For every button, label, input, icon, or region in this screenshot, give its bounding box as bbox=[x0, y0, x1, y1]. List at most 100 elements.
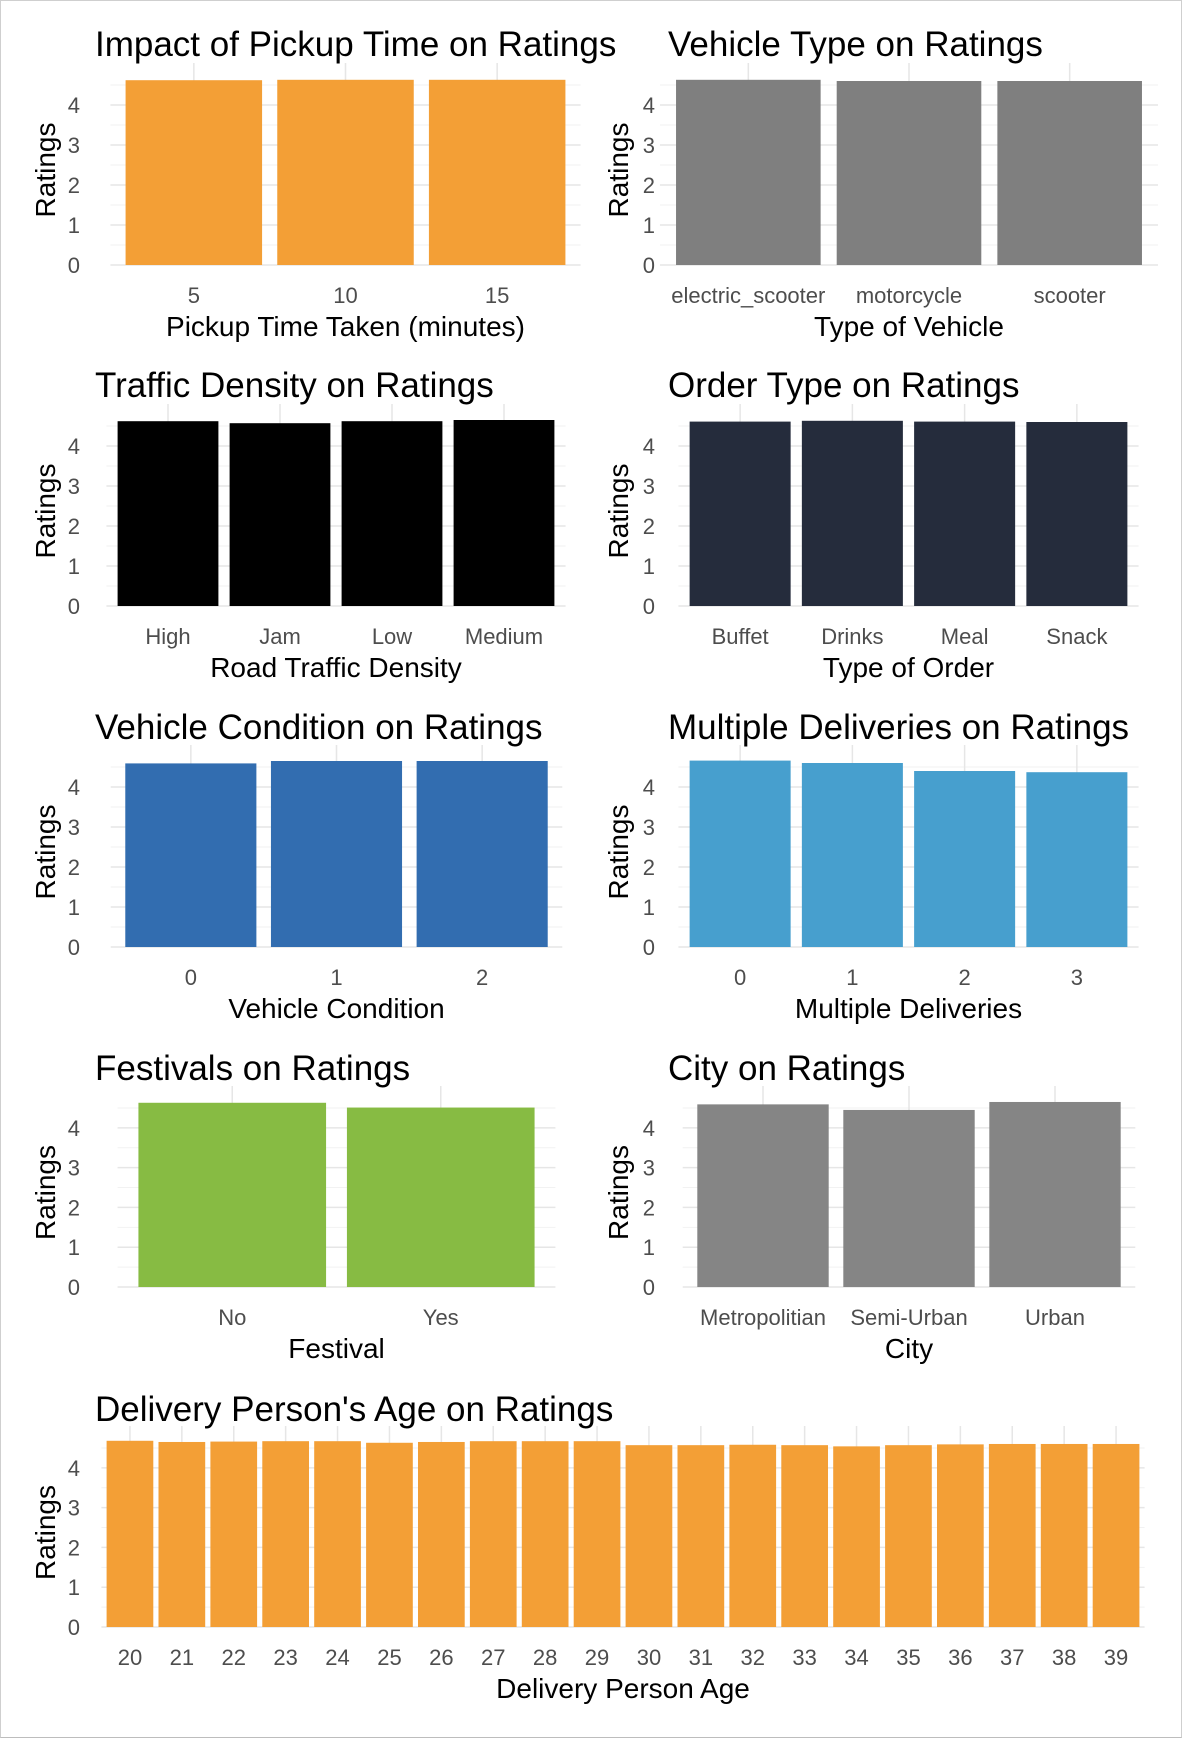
x-tick-label: 32 bbox=[741, 1645, 765, 1670]
y-tick-label: 2 bbox=[643, 1195, 655, 1220]
bar-36 bbox=[936, 1444, 984, 1627]
y-tick-label: 4 bbox=[643, 1116, 655, 1141]
chart-panel-2: 0 1 2 3 4 electric_scooter motorcycle scooter Ty… bbox=[603, 25, 1159, 342]
y-tick-label: 4 bbox=[68, 434, 80, 459]
chart-panel-6: 0 1 2 3 4 0 1 2 3 Multiple Deliveries Ratings Multi… bbox=[603, 708, 1139, 1024]
bar-Metropolitian bbox=[697, 1104, 829, 1287]
bar-23 bbox=[262, 1441, 310, 1627]
y-tick-label: 2 bbox=[643, 514, 655, 539]
y-tick-label: 0 bbox=[643, 935, 655, 960]
x-axis-title: Type of Vehicle bbox=[814, 311, 1004, 342]
y-tick-label: 2 bbox=[68, 1195, 80, 1220]
x-tick-label: 1 bbox=[846, 965, 858, 990]
x-tick-label: 0 bbox=[185, 965, 197, 990]
y-tick-label: 0 bbox=[68, 935, 80, 960]
bar-2 bbox=[914, 771, 1016, 947]
x-tick-label: 26 bbox=[429, 1645, 453, 1670]
chart-title: Order Type on Ratings bbox=[668, 366, 1020, 405]
bar-26 bbox=[417, 1441, 465, 1627]
bar-24 bbox=[314, 1441, 361, 1627]
chart-title: Multiple Deliveries on Ratings bbox=[668, 708, 1129, 747]
x-tick-label: No bbox=[218, 1305, 246, 1330]
bar-37 bbox=[988, 1443, 1036, 1627]
x-tick-label: 37 bbox=[1000, 1645, 1024, 1670]
x-tick-label: 39 bbox=[1104, 1645, 1128, 1670]
y-axis-title: Ratings bbox=[30, 1485, 61, 1580]
y-tick-label: 1 bbox=[68, 895, 80, 920]
y-tick-label: 3 bbox=[68, 133, 80, 158]
x-axis-title: Delivery Person Age bbox=[496, 1673, 750, 1704]
x-tick-label: High bbox=[145, 624, 190, 649]
y-tick-label: 3 bbox=[68, 1156, 80, 1181]
bar-2 bbox=[416, 761, 548, 947]
bar-39 bbox=[1092, 1443, 1140, 1627]
x-axis-title: Pickup Time Taken (minutes) bbox=[166, 311, 525, 342]
bar-21 bbox=[158, 1441, 206, 1627]
x-tick-label: 15 bbox=[485, 283, 509, 308]
bar-High bbox=[117, 421, 219, 606]
y-tick-label: 3 bbox=[643, 815, 655, 840]
x-tick-label: scooter bbox=[1034, 283, 1106, 308]
x-tick-label: Semi-Urban bbox=[850, 1305, 967, 1330]
x-tick-label: 30 bbox=[637, 1645, 661, 1670]
x-tick-label: Metropolitian bbox=[700, 1305, 826, 1330]
chart-title: Vehicle Type on Ratings bbox=[668, 25, 1043, 64]
y-tick-label: 1 bbox=[68, 1575, 80, 1600]
x-tick-label: 36 bbox=[948, 1645, 972, 1670]
chart-panel-8: 0 1 2 3 4 Metropolitian Semi-Urban Urban City Rat… bbox=[603, 1049, 1136, 1364]
y-tick-label: 1 bbox=[643, 213, 655, 238]
bar-No bbox=[138, 1102, 327, 1287]
x-axis-title: Vehicle Condition bbox=[228, 993, 444, 1024]
x-tick-label: Drinks bbox=[821, 624, 883, 649]
y-axis-title: Ratings bbox=[603, 464, 634, 559]
x-tick-label: Buffet bbox=[712, 624, 769, 649]
bar-35 bbox=[885, 1445, 932, 1627]
chart-panel-7: 0 1 2 3 4 No Yes Festival Ratings Festivals on Ra… bbox=[30, 1049, 556, 1364]
bar-scooter bbox=[997, 81, 1142, 265]
y-tick-label: 1 bbox=[643, 554, 655, 579]
bar-27 bbox=[469, 1441, 517, 1627]
bar-1 bbox=[801, 763, 903, 947]
x-tick-label: Jam bbox=[259, 624, 301, 649]
bar-31 bbox=[677, 1445, 725, 1627]
bar-Urban bbox=[989, 1101, 1121, 1287]
x-tick-label: Yes bbox=[423, 1305, 459, 1330]
x-tick-label: 1 bbox=[330, 965, 342, 990]
y-tick-label: 1 bbox=[68, 213, 80, 238]
bar-22 bbox=[210, 1441, 258, 1627]
x-tick-label: electric_scooter bbox=[671, 283, 825, 308]
y-tick-label: 0 bbox=[68, 253, 80, 278]
x-tick-label: Snack bbox=[1046, 624, 1108, 649]
x-tick-label: 29 bbox=[585, 1645, 609, 1670]
bar-34 bbox=[833, 1446, 880, 1627]
chart-title: Traffic Density on Ratings bbox=[95, 366, 494, 405]
y-axis-title: Ratings bbox=[30, 123, 61, 218]
x-tick-label: 38 bbox=[1052, 1645, 1076, 1670]
y-tick-label: 0 bbox=[643, 253, 655, 278]
bar-Snack bbox=[1026, 422, 1128, 606]
x-tick-label: 25 bbox=[377, 1645, 401, 1670]
y-tick-label: 1 bbox=[68, 554, 80, 579]
bar-33 bbox=[781, 1445, 829, 1627]
y-tick-label: 4 bbox=[68, 93, 80, 118]
bar-32 bbox=[729, 1444, 777, 1627]
x-tick-label: motorcycle bbox=[856, 283, 962, 308]
y-axis-title: Ratings bbox=[603, 805, 634, 900]
y-tick-label: 3 bbox=[68, 1496, 80, 1521]
bar-28 bbox=[521, 1441, 569, 1627]
x-axis-title: Road Traffic Density bbox=[210, 652, 462, 683]
bar-0 bbox=[689, 760, 791, 947]
chart-title: Festivals on Ratings bbox=[95, 1049, 410, 1088]
x-tick-label: Urban bbox=[1025, 1305, 1085, 1330]
chart-panel-5: 0 1 2 3 4 0 1 2 Vehicle Condition Ratings Vehicle … bbox=[30, 708, 563, 1024]
bar-Drinks bbox=[801, 420, 903, 606]
x-tick-label: 35 bbox=[896, 1645, 920, 1670]
y-axis-title: Ratings bbox=[30, 805, 61, 900]
bar-Semi-Urban bbox=[843, 1109, 975, 1287]
bar-1 bbox=[270, 761, 403, 947]
chart-panel-1: 0 1 2 3 4 5 10 15 Pickup Time Taken (minutes) Rat… bbox=[30, 25, 616, 342]
y-tick-label: 0 bbox=[68, 594, 80, 619]
bar-Jam bbox=[229, 423, 331, 606]
